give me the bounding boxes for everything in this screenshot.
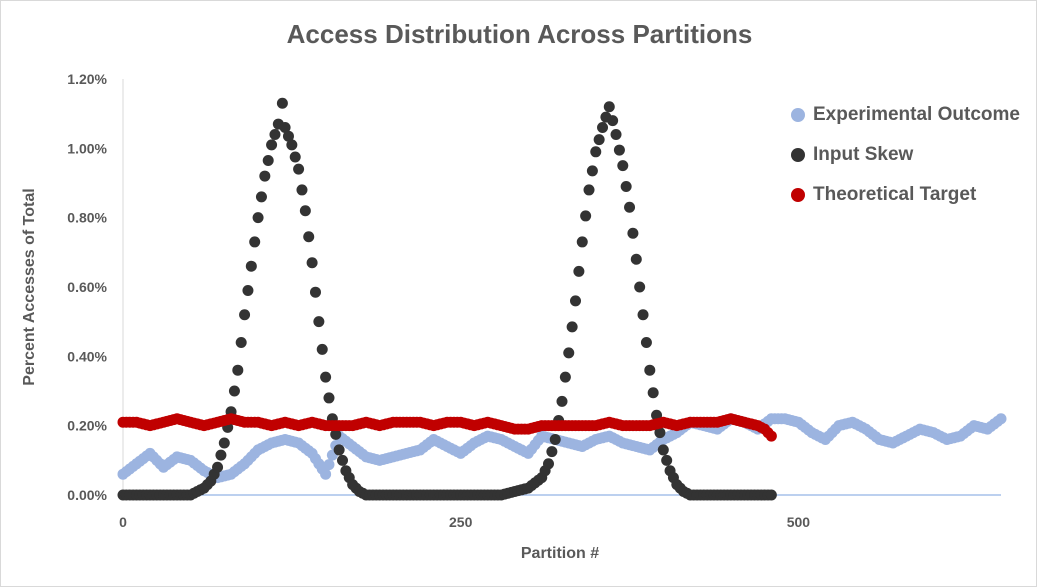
data-point-input-skew [330, 428, 342, 440]
data-point-experimental-outcome [320, 468, 332, 480]
legend-item: Experimental Outcome [791, 95, 1020, 135]
data-point-input-skew [296, 184, 308, 196]
data-point-input-skew [630, 253, 642, 265]
data-point-input-skew [603, 101, 615, 113]
data-point-input-skew [252, 212, 264, 224]
data-point-input-skew [634, 281, 646, 293]
chart-title: Access Distribution Across Partitions [286, 19, 753, 49]
y-tick-label: 1.00% [67, 140, 107, 156]
data-point-input-skew [593, 134, 605, 146]
data-point-input-skew [563, 347, 575, 359]
data-point-input-skew [610, 128, 622, 140]
legend-marker-icon [791, 108, 805, 122]
data-point-input-skew [242, 284, 254, 296]
data-point-input-skew [309, 286, 321, 298]
data-point-input-skew [218, 437, 230, 449]
y-tick-label: 1.20% [67, 71, 107, 87]
x-tick-label: 0 [119, 514, 127, 530]
legend-item: Theoretical Target [791, 175, 1020, 215]
data-point-input-skew [586, 165, 598, 177]
data-point-input-skew [262, 154, 274, 166]
data-point-input-skew [640, 336, 652, 348]
data-point-input-skew [282, 130, 294, 142]
data-point-input-skew [654, 427, 666, 439]
data-point-experimental-outcome [995, 413, 1007, 425]
data-point-input-skew [607, 115, 619, 127]
x-tick-label: 250 [449, 514, 473, 530]
data-point-input-skew [597, 122, 609, 134]
data-point-input-skew [255, 191, 267, 203]
data-point-experimental-outcome [323, 459, 335, 471]
data-point-input-skew [299, 205, 311, 217]
data-point-input-skew [617, 160, 629, 172]
data-point-input-skew [542, 458, 554, 470]
data-point-input-skew [320, 371, 332, 383]
data-point-input-skew [245, 260, 257, 272]
data-point-input-skew [215, 449, 227, 461]
legend-marker-icon [791, 148, 805, 162]
data-point-input-skew [259, 170, 271, 182]
data-point-input-skew [637, 309, 649, 321]
data-point-input-skew [576, 236, 588, 248]
legend-label: Experimental Outcome [813, 104, 1020, 125]
data-point-input-skew [235, 336, 247, 348]
y-tick-label: 0.00% [67, 487, 107, 503]
data-point-input-skew [566, 321, 578, 333]
data-point-input-skew [580, 210, 592, 222]
y-tick-label: 0.60% [67, 279, 107, 295]
data-point-input-skew [613, 144, 625, 156]
data-point-input-skew [232, 364, 244, 376]
data-point-input-skew [333, 444, 345, 456]
data-point-input-skew [620, 180, 632, 192]
legend-marker-icon [791, 188, 805, 202]
y-axis-title: Percent Accesses of Total [21, 188, 38, 385]
data-point-input-skew [239, 309, 251, 321]
data-point-input-skew [661, 454, 673, 466]
data-point-input-skew [549, 434, 561, 446]
data-point-input-skew [337, 454, 348, 466]
data-point-input-skew [293, 163, 305, 175]
data-point-input-skew [279, 122, 291, 134]
data-point-input-skew [590, 146, 602, 158]
x-tick-label: 500 [787, 514, 811, 530]
data-point-input-skew [583, 184, 595, 196]
data-point-input-skew [624, 201, 636, 213]
y-tick-label: 0.20% [67, 418, 107, 434]
data-point-input-skew [289, 151, 301, 163]
data-point-input-skew [644, 364, 656, 376]
data-point-input-skew [249, 236, 261, 248]
data-point-input-skew [316, 343, 328, 355]
data-point-input-skew [647, 387, 659, 399]
legend-label: Input Skew [813, 144, 914, 165]
data-point-input-skew [228, 385, 240, 397]
data-point-input-skew [212, 461, 224, 473]
data-point-input-skew [546, 446, 558, 458]
data-point-theoretical-target [765, 430, 777, 442]
data-point-input-skew [627, 227, 639, 239]
data-point-input-skew [570, 295, 582, 307]
y-tick-label: 0.80% [67, 210, 107, 226]
data-point-input-skew [276, 97, 288, 109]
data-point-input-skew [313, 316, 325, 328]
data-point-input-skew [573, 265, 585, 277]
legend: Experimental Outcome Input Skew Theoretica… [791, 95, 1020, 215]
data-point-input-skew [303, 231, 315, 243]
data-point-input-skew [765, 489, 777, 501]
data-point-input-skew [266, 139, 278, 151]
data-point-input-skew [323, 392, 335, 404]
data-point-input-skew [556, 395, 568, 407]
data-point-input-skew [306, 257, 318, 269]
data-point-input-skew [269, 128, 281, 140]
data-point-input-skew [286, 139, 298, 151]
data-point-input-skew [559, 371, 571, 383]
data-point-input-skew [657, 444, 669, 456]
legend-item: Input Skew [791, 135, 1020, 175]
legend-label: Theoretical Target [813, 184, 977, 205]
x-axis-title: Partition # [521, 545, 599, 562]
y-tick-label: 0.40% [67, 348, 107, 364]
